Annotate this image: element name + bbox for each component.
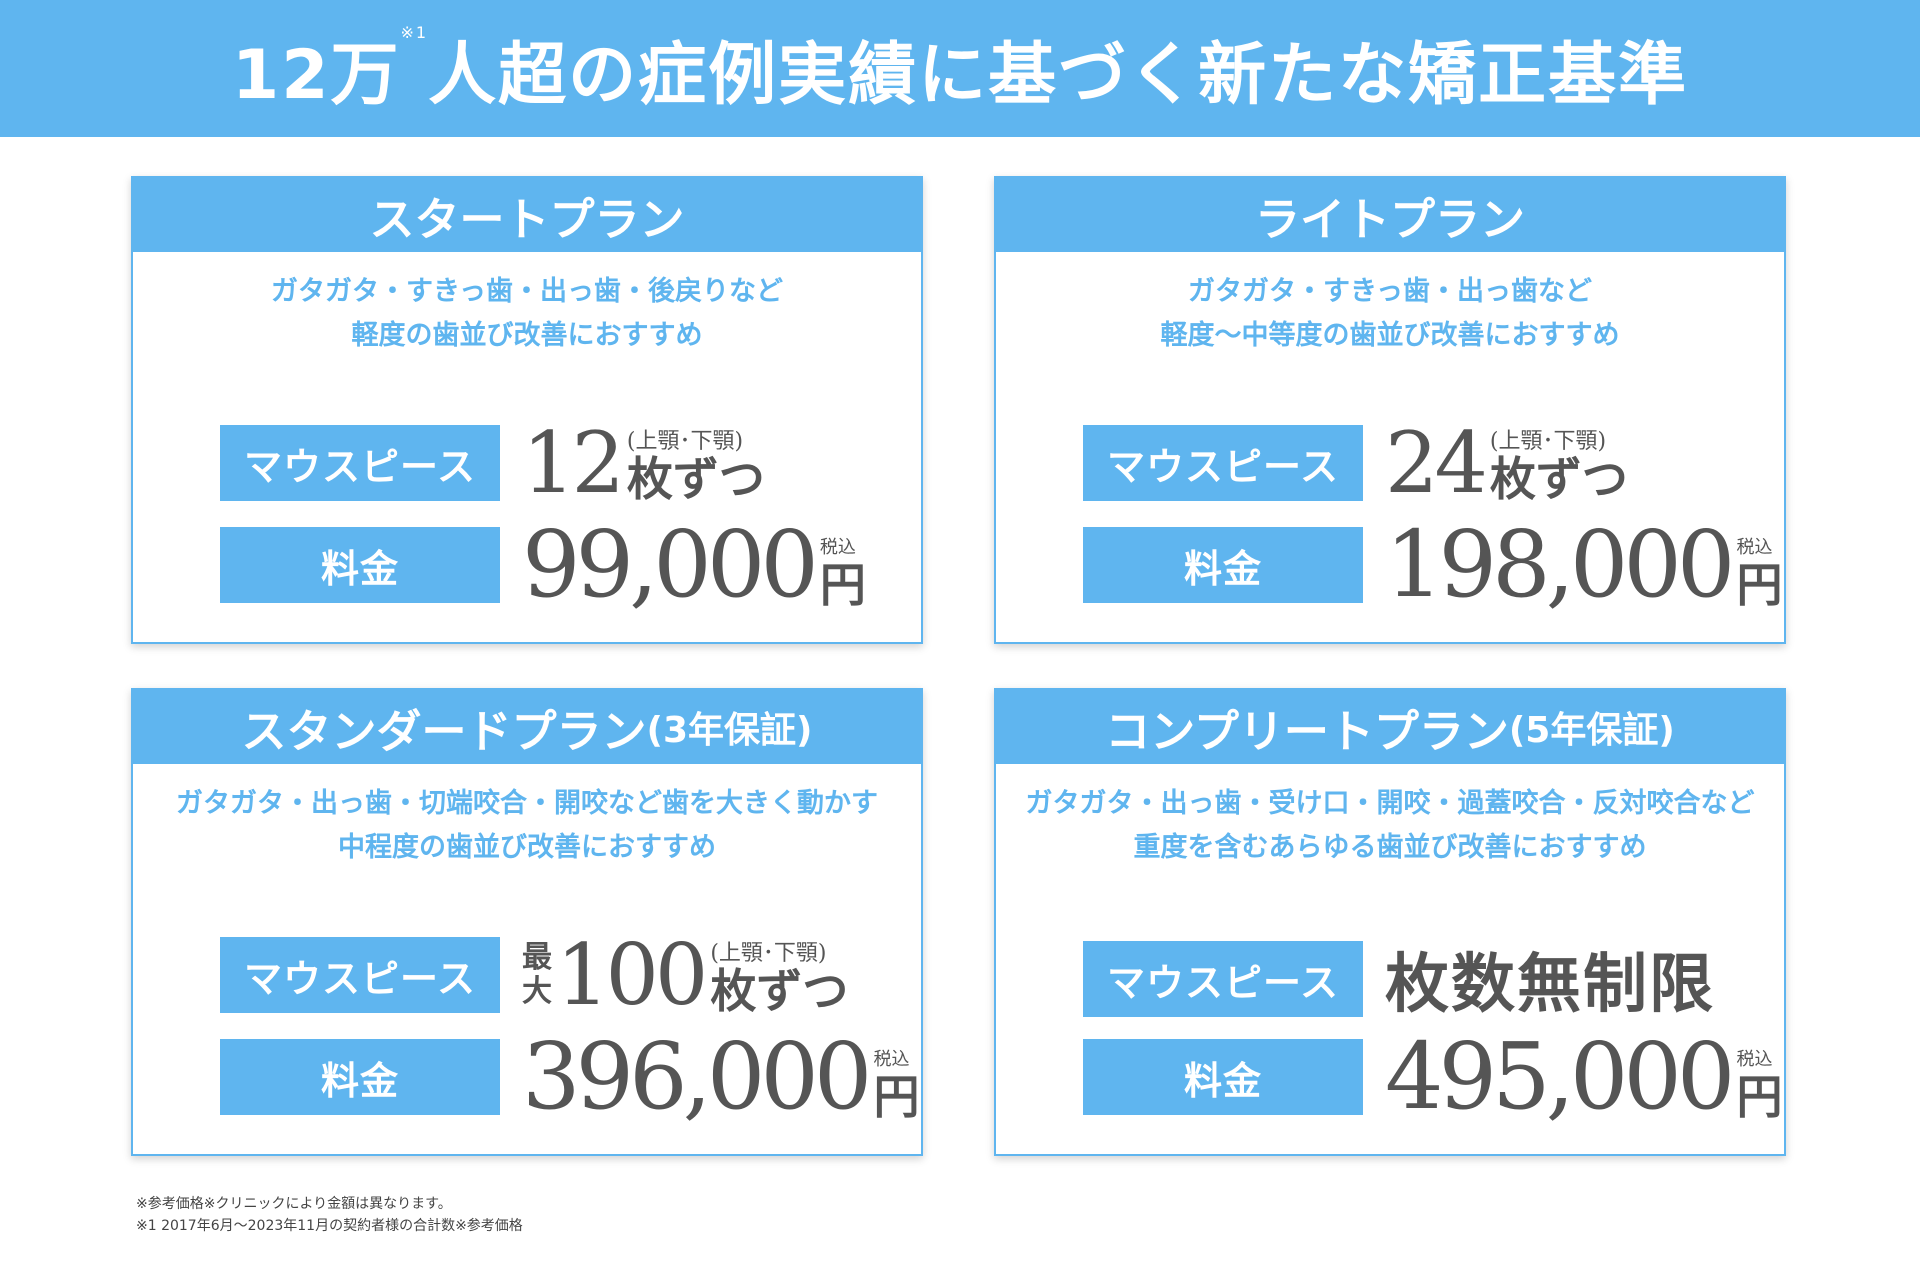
price-number: 495,000 bbox=[1385, 1023, 1735, 1130]
plan-description: ガタガタ・すきっ歯・出っ歯など 軽度〜中等度の歯並び改善におすすめ bbox=[996, 270, 1784, 358]
fee-label: 料金 bbox=[220, 1039, 500, 1115]
tax-note: 税込 bbox=[1736, 1049, 1773, 1070]
mouthpiece-label: マウスピース bbox=[220, 425, 500, 501]
fee-label: 料金 bbox=[220, 527, 500, 603]
plan-name: ライトプラン bbox=[1254, 192, 1525, 246]
mouthpiece-label: マウスピース bbox=[1083, 941, 1363, 1017]
plan-description: ガタガタ・出っ歯・受け口・開咬・過蓋咬合・反対咬合など 重度を含むあらゆる歯並び… bbox=[996, 782, 1784, 870]
per-unit-text: 枚ずつ bbox=[710, 964, 849, 1018]
tax-note: 税込 bbox=[873, 1049, 910, 1070]
title-part-1: 12万 bbox=[231, 36, 401, 115]
plan-guarantee: (5年保証) bbox=[1508, 710, 1675, 751]
mouthpiece-row: マウスピース 24 (上顎･下顎) 枚ずつ bbox=[1083, 421, 1628, 505]
fee-row: 料金 198,000 税込 円 bbox=[1083, 519, 1782, 611]
fee-value: 198,000 税込 円 bbox=[1385, 511, 1783, 618]
count-number: 100 bbox=[556, 926, 708, 1024]
yen-unit: 円 bbox=[1736, 558, 1783, 612]
price-number: 198,000 bbox=[1385, 511, 1735, 618]
plan-title: ライトプラン bbox=[996, 178, 1784, 252]
top-banner: 12万※1人超の症例実績に基づく新たな矯正基準 bbox=[0, 0, 1920, 137]
per-unit-text: 枚ずつ bbox=[1489, 452, 1628, 506]
jaw-note: (上顎･下顎) bbox=[626, 429, 744, 454]
mouthpiece-count: 枚数無制限 bbox=[1385, 933, 1715, 1025]
unlimited-text: 枚数無制限 bbox=[1385, 947, 1715, 1022]
per-unit-text: 枚ずつ bbox=[626, 452, 765, 506]
description-line-1: ガタガタ・すきっ歯・出っ歯など bbox=[1188, 276, 1592, 307]
footnote-2: ※1 2017年6月〜2023年11月の契約者様の合計数※参考価格 bbox=[136, 1218, 523, 1234]
count-number: 12 bbox=[522, 414, 625, 512]
plan-description: ガタガタ・出っ歯・切端咬合・開咬など歯を大きく動かす 中程度の歯並び改善におすす… bbox=[133, 782, 921, 870]
mouthpiece-row: マウスピース 12 (上顎･下顎) 枚ずつ bbox=[220, 421, 765, 505]
jaw-note: (上顎･下顎) bbox=[1489, 429, 1607, 454]
fee-row: 料金 495,000 税込 円 bbox=[1083, 1031, 1782, 1123]
footnotes: ※参考価格※クリニックにより金額は異なります。 ※1 2017年6月〜2023年… bbox=[136, 1193, 523, 1237]
mouthpiece-label: マウスピース bbox=[220, 937, 500, 1013]
mouthpiece-label: マウスピース bbox=[1083, 425, 1363, 501]
title-part-2: 人超の症例実績に基づく新たな矯正基準 bbox=[428, 36, 1689, 115]
price-number: 99,000 bbox=[522, 511, 819, 618]
fee-value: 396,000 税込 円 bbox=[522, 1023, 920, 1130]
fee-value: 99,000 税込 円 bbox=[522, 511, 866, 618]
max-label: 最 大 bbox=[522, 940, 552, 1009]
yen-unit: 円 bbox=[873, 1070, 920, 1124]
yen-unit: 円 bbox=[1736, 1070, 1783, 1124]
fee-label: 料金 bbox=[1083, 527, 1363, 603]
fee-label: 料金 bbox=[1083, 1039, 1363, 1115]
plan-name: スタンダードプラン bbox=[241, 704, 647, 758]
mouthpiece-count: 12 (上顎･下顎) 枚ずつ bbox=[522, 421, 765, 505]
plan-card-complete: コンプリートプラン (5年保証) ガタガタ・出っ歯・受け口・開咬・過蓋咬合・反対咬… bbox=[994, 688, 1786, 1156]
fee-row: 料金 99,000 税込 円 bbox=[220, 519, 866, 611]
mouthpiece-row: マウスピース 枚数無制限 bbox=[1083, 933, 1715, 1025]
description-line-2: 軽度の歯並び改善におすすめ bbox=[351, 320, 703, 351]
description-line-1: ガタガタ・すきっ歯・出っ歯・後戻りなど bbox=[271, 276, 783, 307]
count-number: 24 bbox=[1385, 414, 1488, 512]
plan-name: スタートプラン bbox=[369, 192, 685, 246]
tax-note: 税込 bbox=[819, 537, 856, 558]
mouthpiece-row: マウスピース 最 大 100 (上顎･下顎) 枚ずつ bbox=[220, 933, 848, 1017]
plan-guarantee: (3年保証) bbox=[646, 710, 813, 751]
description-line-1: ガタガタ・出っ歯・切端咬合・開咬など歯を大きく動かす bbox=[176, 788, 878, 819]
plan-card-light: ライトプラン ガタガタ・すきっ歯・出っ歯など 軽度〜中等度の歯並び改善におすすめ… bbox=[994, 176, 1786, 644]
plan-description: ガタガタ・すきっ歯・出っ歯・後戻りなど 軽度の歯並び改善におすすめ bbox=[133, 270, 921, 358]
plan-card-standard: スタンダードプラン (3年保証) ガタガタ・出っ歯・切端咬合・開咬など歯を大きく動… bbox=[131, 688, 923, 1156]
plan-title: スタートプラン bbox=[133, 178, 921, 252]
plan-title: スタンダードプラン (3年保証) bbox=[133, 690, 921, 764]
mouthpiece-count: 24 (上顎･下顎) 枚ずつ bbox=[1385, 421, 1628, 505]
title-footnote-mark: ※1 bbox=[400, 23, 429, 42]
description-line-2: 中程度の歯並び改善におすすめ bbox=[338, 832, 716, 863]
plan-title: コンプリートプラン (5年保証) bbox=[996, 690, 1784, 764]
description-line-1: ガタガタ・出っ歯・受け口・開咬・過蓋咬合・反対咬合など bbox=[1025, 788, 1755, 819]
fee-row: 料金 396,000 税込 円 bbox=[220, 1031, 919, 1123]
plan-card-start: スタートプラン ガタガタ・すきっ歯・出っ歯・後戻りなど 軽度の歯並び改善におすす… bbox=[131, 176, 923, 644]
tax-note: 税込 bbox=[1736, 537, 1773, 558]
fee-value: 495,000 税込 円 bbox=[1385, 1023, 1783, 1130]
description-line-2: 軽度〜中等度の歯並び改善におすすめ bbox=[1160, 320, 1620, 351]
mouthpiece-count: 最 大 100 (上顎･下顎) 枚ずつ bbox=[522, 933, 848, 1017]
yen-unit: 円 bbox=[819, 558, 866, 612]
plan-name: コンプリートプラン bbox=[1105, 704, 1509, 758]
price-number: 396,000 bbox=[522, 1023, 872, 1130]
jaw-note: (上顎･下顎) bbox=[710, 941, 827, 966]
footnote-1: ※参考価格※クリニックにより金額は異なります。 bbox=[136, 1196, 452, 1212]
page-title: 12万※1人超の症例実績に基づく新たな矯正基準 bbox=[232, 19, 1688, 118]
description-line-2: 重度を含むあらゆる歯並び改善におすすめ bbox=[1133, 832, 1647, 863]
